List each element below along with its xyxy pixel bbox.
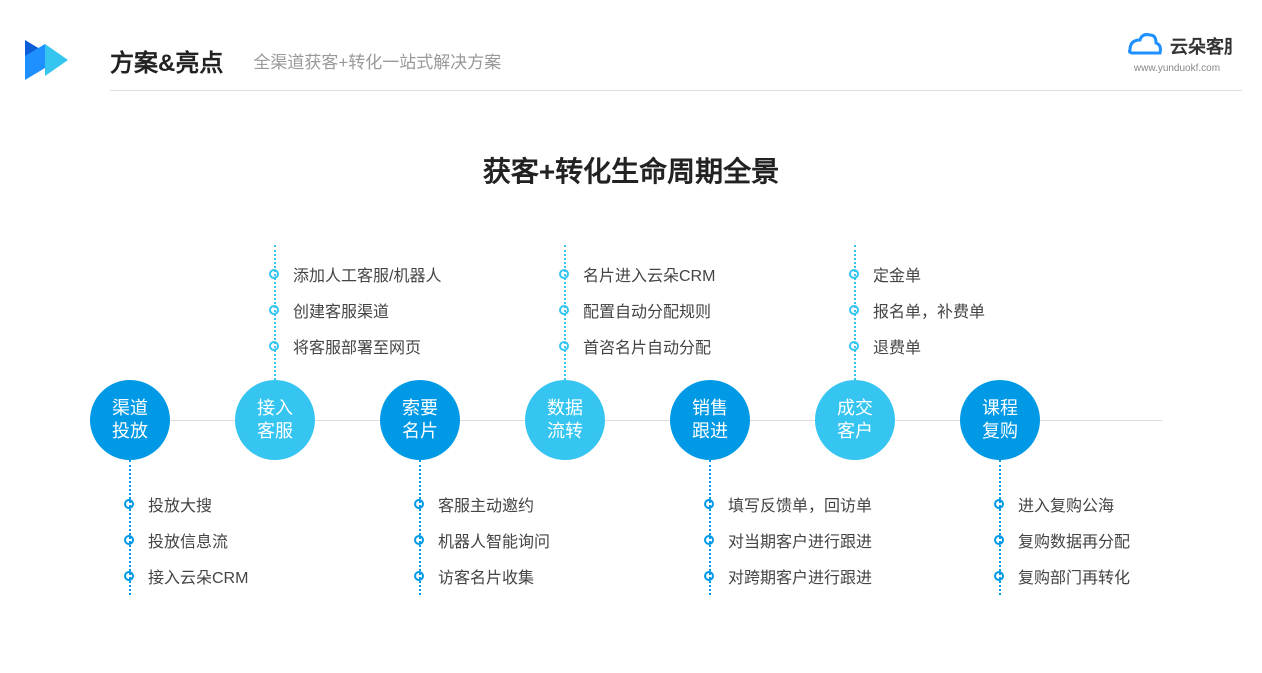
dotted-connector [274,245,276,380]
item-text: 名片进入云朵CRM [583,262,715,286]
brand-icon: 云朵客服 [1122,25,1232,65]
flow-node-5: 成交客户 [815,380,895,460]
flow-node-4: 销售跟进 [670,380,750,460]
item-text: 复购数据再分配 [1018,528,1130,552]
flow-node-0: 渠道投放 [90,380,170,460]
item-text: 对当期客户进行跟进 [728,528,872,552]
item-row: 首咨名片自动分配 [559,334,779,358]
flow-container: 渠道投放投放大搜投放信息流接入云朵CRM 接入客服 添加人工客服/机器人创建客服渠道… [90,230,1202,630]
brand-logo: 云朵客服 www.yunduokf.com [1122,25,1232,74]
dotted-connector [999,460,1001,595]
item-text: 投放大搜 [148,492,212,516]
item-text: 复购部门再转化 [1018,564,1130,588]
item-text: 对跨期客户进行跟进 [728,564,872,588]
dotted-connector [854,245,856,380]
items-above-5: 定金单报名单，补费单退费单 [849,250,1069,370]
item-row: 访客名片收集 [414,564,634,588]
items-above-3: 名片进入云朵CRM 配置自动分配规则首咨名片自动分配 [559,250,779,370]
item-text: 投放信息流 [148,528,228,552]
item-row: 客服主动邀约 [414,492,634,516]
item-text: 添加人工客服/机器人 [293,262,441,286]
item-row: 名片进入云朵CRM [559,262,779,286]
item-text: 定金单 [873,262,921,286]
item-text: 创建客服渠道 [293,298,389,322]
item-row: 定金单 [849,262,1069,286]
items-below-2: 客服主动邀约机器人智能询问访客名片收集 [414,480,634,600]
item-text: 填写反馈单，回访单 [728,492,872,516]
item-row: 机器人智能询问 [414,528,634,552]
main-title: 获客+转化生命周期全景 [0,150,1262,190]
dotted-connector [419,460,421,595]
item-row: 复购数据再分配 [994,528,1214,552]
item-row: 对跨期客户进行跟进 [704,564,924,588]
item-text: 客服主动邀约 [438,492,534,516]
item-row: 对当期客户进行跟进 [704,528,924,552]
item-text: 进入复购公海 [1018,492,1114,516]
item-text: 机器人智能询问 [438,528,550,552]
dotted-connector [709,460,711,595]
items-below-0: 投放大搜投放信息流接入云朵CRM [124,480,344,600]
flow-node-6: 课程复购 [960,380,1040,460]
brand-url: www.yunduokf.com [1134,63,1220,74]
header: 方案&亮点 全渠道获客+转化一站式解决方案 [20,30,1242,90]
header-underline [110,90,1242,91]
item-row: 填写反馈单，回访单 [704,492,924,516]
item-row: 创建客服渠道 [269,298,489,322]
arrow-icon [20,35,70,85]
flow-node-3: 数据流转 [525,380,605,460]
item-row: 进入复购公海 [994,492,1214,516]
item-row: 投放信息流 [124,528,344,552]
item-text: 接入云朵CRM [148,564,248,588]
item-text: 访客名片收集 [438,564,534,588]
flow-node-1: 接入客服 [235,380,315,460]
item-text: 报名单，补费单 [873,298,985,322]
dotted-connector [129,460,131,595]
item-text: 将客服部署至网页 [293,334,421,358]
dotted-connector [564,245,566,380]
item-text: 配置自动分配规则 [583,298,711,322]
items-below-4: 填写反馈单，回访单对当期客户进行跟进对跨期客户进行跟进 [704,480,924,600]
item-row: 接入云朵CRM [124,564,344,588]
svg-text:云朵客服: 云朵客服 [1170,36,1232,57]
item-row: 退费单 [849,334,1069,358]
item-row: 配置自动分配规则 [559,298,779,322]
item-text: 退费单 [873,334,921,358]
item-row: 将客服部署至网页 [269,334,489,358]
item-text: 首咨名片自动分配 [583,334,711,358]
item-row: 报名单，补费单 [849,298,1069,322]
header-title: 方案&亮点 [110,43,223,78]
item-row: 投放大搜 [124,492,344,516]
items-above-1: 添加人工客服/机器人创建客服渠道将客服部署至网页 [269,250,489,370]
item-row: 添加人工客服/机器人 [269,262,489,286]
items-below-6: 进入复购公海复购数据再分配复购部门再转化 [994,480,1214,600]
flow-node-2: 索要名片 [380,380,460,460]
item-row: 复购部门再转化 [994,564,1214,588]
header-subtitle: 全渠道获客+转化一站式解决方案 [253,48,501,73]
